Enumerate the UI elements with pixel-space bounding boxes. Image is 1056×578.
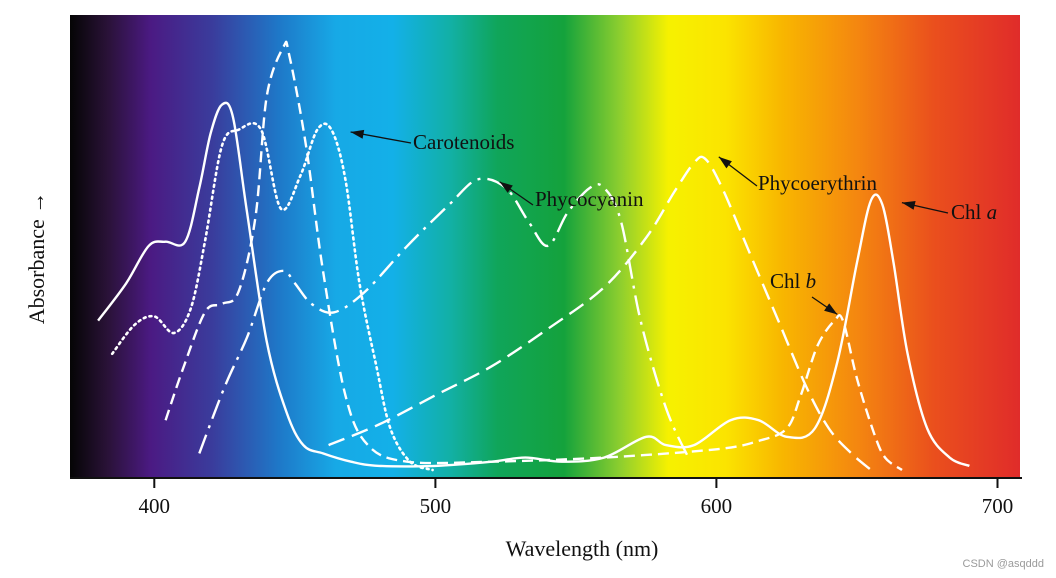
x-tick-label-700: 700 (982, 494, 1014, 518)
arrow-chl-b-head (824, 303, 838, 315)
series-line-carotenoids (110, 121, 434, 472)
label-chl-a-prefix: Chl (951, 200, 987, 224)
watermark: CSDN @asqddd (962, 558, 1044, 570)
series-line-phycocyanin (198, 177, 690, 459)
label-chl-b-prefix: Chl (770, 269, 806, 293)
label-chl-a-letter: a (987, 200, 998, 224)
label-chl-a: Chl a (951, 200, 997, 224)
y-axis-label: Absorbance → (24, 192, 49, 325)
label-chl-b-letter: b (806, 269, 817, 293)
x-axis-ticks: 400 500 600 700 (139, 478, 1014, 518)
absorption-curves (97, 40, 970, 472)
series-line-chl-b (164, 40, 903, 472)
x-axis-label: Wavelength (nm) (506, 536, 659, 561)
x-tick-label-500: 500 (420, 494, 452, 518)
label-phycoerythrin: Phycoerythrin (758, 171, 877, 195)
x-tick-label-400: 400 (139, 494, 171, 518)
arrow-phycocyanin-head (499, 181, 513, 193)
label-chl-b: Chl b (770, 269, 816, 293)
arrow-phycoerythrin-head (718, 156, 732, 169)
x-tick-label-600: 600 (701, 494, 733, 518)
series-line-chl-a (97, 101, 970, 468)
label-arrows (350, 129, 949, 315)
arrow-chl-a-head (901, 201, 916, 210)
label-carotenoids: Carotenoids (413, 130, 514, 154)
arrow-carotenoids-head (350, 129, 365, 139)
label-phycocyanin: Phycocyanin (535, 187, 644, 211)
